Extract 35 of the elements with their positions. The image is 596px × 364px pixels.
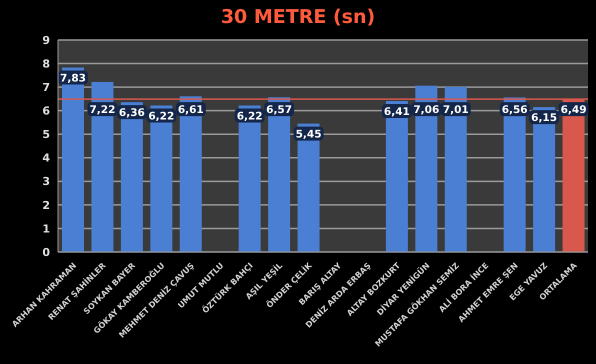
data-label: 7,06	[413, 104, 440, 116]
data-label: 7,01	[442, 104, 469, 116]
y-tick-label: 7	[42, 81, 50, 94]
y-tick-label: 5	[42, 128, 50, 142]
data-label: 5,45	[296, 128, 322, 141]
bar	[386, 101, 408, 252]
y-tick-label: 8	[42, 57, 50, 70]
y-tick-label: 2	[42, 198, 50, 212]
data-label: 6,36	[118, 107, 145, 120]
data-label: 6,57	[266, 104, 292, 116]
bar	[91, 82, 114, 252]
data-label: 7,83	[60, 72, 86, 85]
bar	[180, 96, 202, 252]
bar	[62, 68, 84, 252]
bar	[238, 105, 261, 252]
data-label: 6,41	[384, 106, 410, 118]
bar	[533, 107, 556, 252]
data-label: 7,22	[89, 104, 116, 116]
y-tick-label: 6	[42, 104, 50, 118]
bar	[444, 86, 467, 252]
data-label: 6,22	[236, 110, 263, 122]
bar	[120, 102, 143, 252]
data-label: 6,56	[502, 104, 528, 116]
y-tick-label: 0	[42, 246, 50, 259]
data-label: 6,49	[560, 104, 587, 116]
data-label: 6,15	[531, 112, 558, 124]
y-tick-label: 1	[42, 222, 50, 236]
y-tick-label: 4	[42, 152, 50, 165]
data-label: 6,22	[148, 110, 174, 122]
y-tick-label: 9	[42, 34, 50, 47]
bar	[415, 86, 438, 252]
data-label: 6,61	[178, 104, 204, 116]
bar	[150, 105, 172, 252]
chart-title: 30 METRE (sn)	[220, 6, 376, 28]
y-tick-label: 3	[42, 175, 50, 188]
